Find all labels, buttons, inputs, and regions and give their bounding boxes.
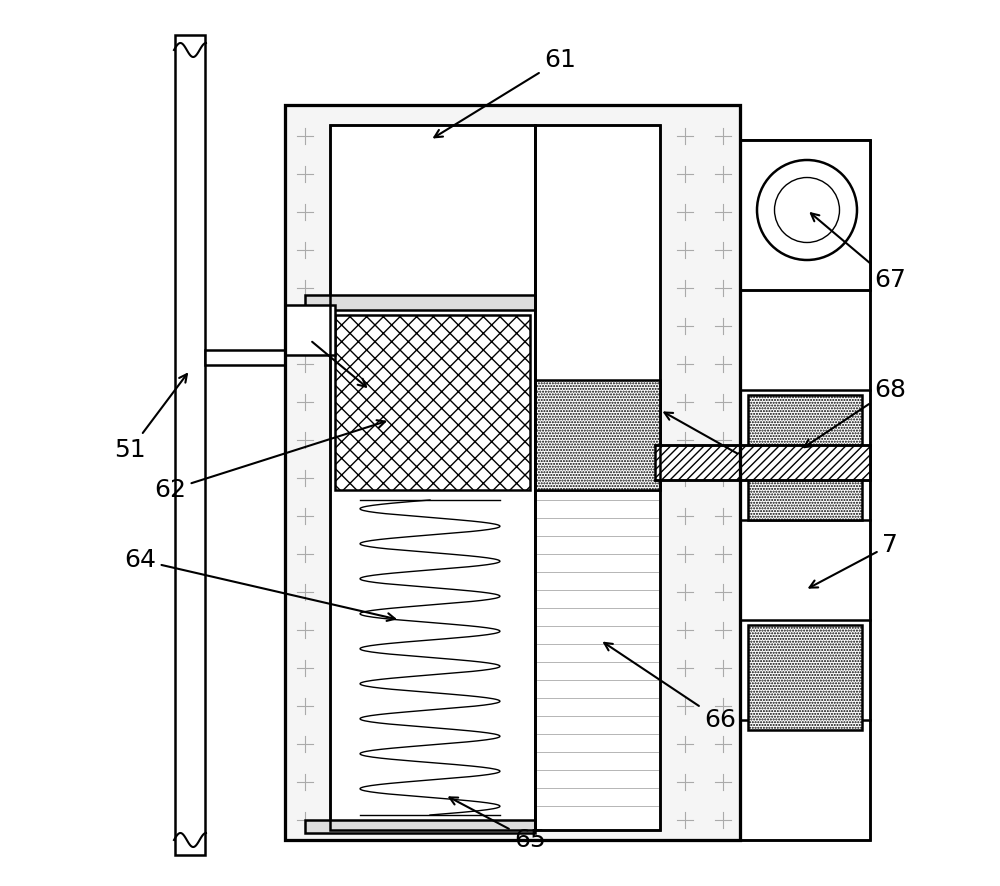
Bar [740, 140, 870, 840]
Bar [535, 125, 660, 830]
Bar [740, 140, 870, 290]
Text: 68: 68 [804, 378, 906, 447]
Bar [535, 125, 660, 830]
Text: 7: 7 [810, 533, 898, 587]
Bar [655, 445, 870, 480]
Bar [285, 105, 740, 840]
Text: 62: 62 [154, 420, 385, 502]
Bar [175, 35, 205, 855]
Bar [748, 625, 862, 730]
Bar [330, 125, 535, 830]
Bar [205, 350, 285, 365]
Bar [740, 140, 870, 840]
Bar [330, 125, 535, 830]
Bar [305, 820, 535, 833]
Bar [748, 395, 862, 520]
Bar [285, 105, 740, 840]
Bar [285, 305, 335, 355]
Text: 51: 51 [114, 374, 187, 462]
Text: 61: 61 [434, 48, 576, 137]
Bar [335, 315, 530, 490]
Bar [535, 380, 660, 490]
Text: 65: 65 [450, 797, 546, 852]
Text: 67: 67 [811, 214, 906, 292]
Text: 66: 66 [604, 643, 736, 732]
Text: 64: 64 [124, 548, 395, 621]
Bar [305, 295, 535, 310]
